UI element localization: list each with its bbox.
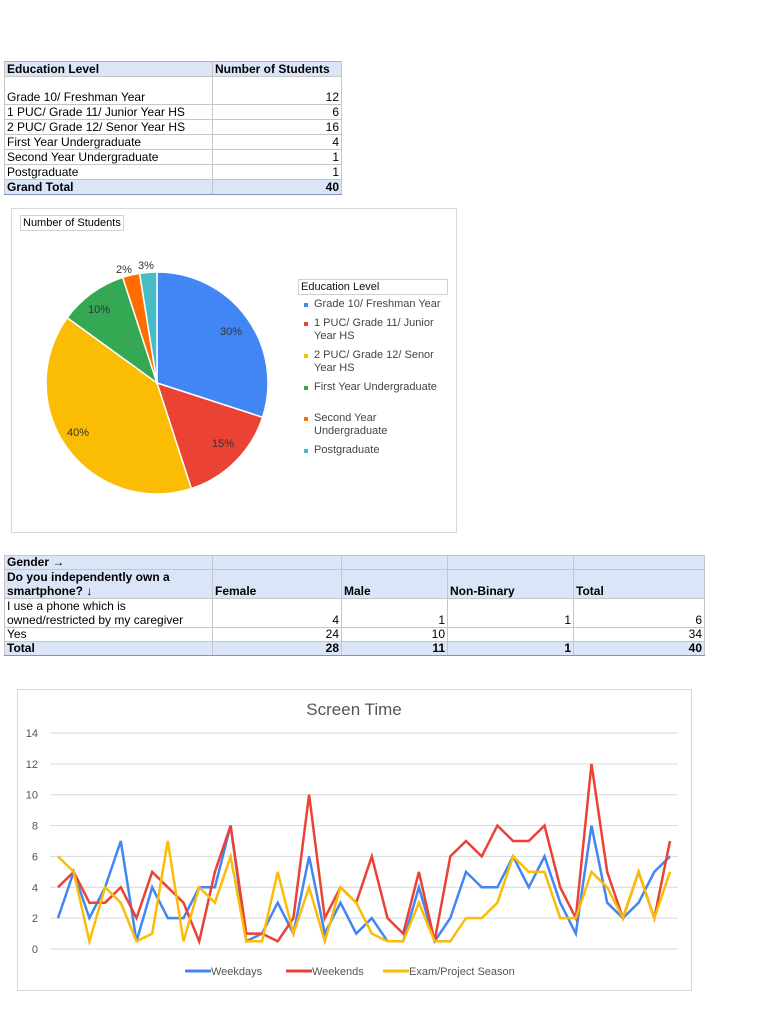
line-chart-title: Screen Time: [306, 700, 401, 719]
series-line: [57, 840, 672, 947]
row-value: 34: [573, 627, 705, 642]
pie-chart-title: Number of Students: [20, 215, 124, 231]
row-label: Grade 10/ Freshman Year: [4, 76, 213, 105]
education-level-table: Education Level Number of Students Grade…: [4, 61, 342, 195]
table-row: Grade 10/ Freshman Year 12: [4, 76, 342, 105]
row-value: [447, 627, 574, 642]
row-label: I use a phone which is owned/restricted …: [4, 598, 213, 628]
column-header-total: Total: [573, 569, 705, 599]
line-chart-plot: Screen Time 0 2 4 6 8 10 12 14 Weekdays Weekends Ex…: [26, 700, 678, 978]
table-row: Second Year Undergraduate 1: [4, 149, 342, 165]
series-line: [57, 763, 672, 946]
legend-swatch-icon: [304, 322, 308, 326]
table-row: Postgraduate 1: [4, 164, 342, 180]
legend-swatch-icon: [304, 386, 308, 390]
total-value: 1: [447, 641, 574, 656]
row-value: 1: [341, 598, 448, 628]
y-tick-label: 0: [32, 944, 38, 956]
row-label: 2 PUC/ Grade 12/ Senor Year HS: [4, 119, 213, 135]
row-value: 6: [212, 104, 342, 120]
legend-item-label: Exam/Project Season: [409, 966, 515, 978]
legend-item: Second Year Undergraduate: [298, 412, 448, 438]
y-tick-label: 2: [32, 913, 38, 925]
total-row: Total 28 11 1 40: [4, 641, 705, 656]
legend-item-label: Weekends: [312, 966, 364, 978]
table-row: 2 PUC/ Grade 12/ Senor Year HS 16: [4, 119, 342, 135]
table-row: 1 PUC/ Grade 11/ Junior Year HS 6: [4, 104, 342, 120]
empty-cell: [212, 555, 342, 570]
empty-cell: [447, 555, 574, 570]
pie-slice-label: 10%: [88, 304, 110, 316]
header-number-of-students: Number of Students: [212, 61, 342, 77]
legend-swatch-icon: [304, 354, 308, 358]
row-value: 4: [212, 134, 342, 150]
row-value: 1: [212, 164, 342, 180]
empty-cell: [341, 555, 448, 570]
legend-item: 2 PUC/ Grade 12/ Senor Year HS: [298, 349, 448, 375]
table-row: First Year Undergraduate 4: [4, 134, 342, 150]
column-header-female: Female: [212, 569, 342, 599]
legend-item-label: Weekdays: [211, 966, 263, 978]
pie-slice: [138, 271, 158, 384]
legend-item: 1 PUC/ Grade 11/ Junior Year HS: [298, 317, 448, 343]
total-label: Grand Total: [4, 179, 213, 195]
gender-header: Gender →: [4, 555, 213, 570]
table-row: I use a phone which is owned/restricted …: [4, 598, 705, 628]
total-value: 40: [212, 179, 342, 195]
pie-slice: [45, 316, 193, 495]
row-label: First Year Undergraduate: [4, 134, 213, 150]
row-label: Second Year Undergraduate: [4, 149, 213, 165]
legend-item: First Year Undergraduate: [298, 381, 448, 394]
pie-slice-label: 3%: [138, 260, 154, 272]
pie-legend: Education Level Grade 10/ Freshman Year …: [298, 279, 448, 463]
pie-slice-label: 15%: [212, 438, 234, 450]
row-value: 16: [212, 119, 342, 135]
header-education-level: Education Level: [4, 61, 213, 77]
total-value: 40: [573, 641, 705, 656]
legend-item: Grade 10/ Freshman Year: [298, 298, 448, 311]
y-tick-label: 6: [32, 851, 38, 863]
row-value: 1: [212, 149, 342, 165]
y-tick-label: 12: [26, 759, 38, 771]
total-value: 11: [341, 641, 448, 656]
column-header-non-binary: Non-Binary: [447, 569, 574, 599]
row-value: 4: [212, 598, 342, 628]
row-label: 1 PUC/ Grade 11/ Junior Year HS: [4, 104, 213, 120]
row-label: Postgraduate: [4, 164, 213, 180]
pie-slice-label: 40%: [67, 427, 89, 439]
row-value: 1: [447, 598, 574, 628]
row-value: 12: [212, 76, 342, 105]
header-row-columns: Do you independently own a smartphone? ↓…: [4, 569, 705, 599]
row-label: Yes: [4, 627, 213, 642]
table-row: Yes 24 10 34: [4, 627, 705, 642]
y-tick-label: 10: [26, 790, 38, 802]
y-tick-label: 8: [32, 821, 38, 833]
question-header: Do you independently own a smartphone? ↓: [4, 569, 213, 599]
column-header-male: Male: [341, 569, 448, 599]
grand-total-row: Grand Total 40: [4, 179, 342, 195]
legend-swatch-icon: [304, 449, 308, 453]
smartphone-ownership-table: Gender → Do you independently own a smar…: [4, 555, 705, 656]
pie-slice: [156, 271, 269, 419]
y-tick-label: 4: [32, 882, 38, 894]
total-label: Total: [4, 641, 213, 656]
pie-slice-label: 2%: [116, 264, 132, 276]
header-row-gender: Gender →: [4, 555, 705, 570]
pie-chart-plot: 30% 15% 40% 10% 2% 3%: [45, 260, 269, 495]
legend-swatch-icon: [304, 303, 308, 307]
pie-slice-label: 30%: [220, 326, 242, 338]
pie-chart: 30% 15% 40% 10% 2% 3% Number of Students Educ…: [11, 208, 457, 533]
screen-time-line-chart: Screen Time 0 2 4 6 8 10 12 14 Weekdays Weekends Ex…: [17, 689, 692, 991]
total-value: 28: [212, 641, 342, 656]
row-value: 10: [341, 627, 448, 642]
row-value: 24: [212, 627, 342, 642]
legend-swatch-icon: [304, 417, 308, 421]
empty-cell: [573, 555, 705, 570]
legend-item: Postgraduate: [298, 444, 448, 457]
y-tick-label: 14: [26, 728, 38, 740]
row-value: 6: [573, 598, 705, 628]
legend-title: Education Level: [298, 279, 448, 295]
